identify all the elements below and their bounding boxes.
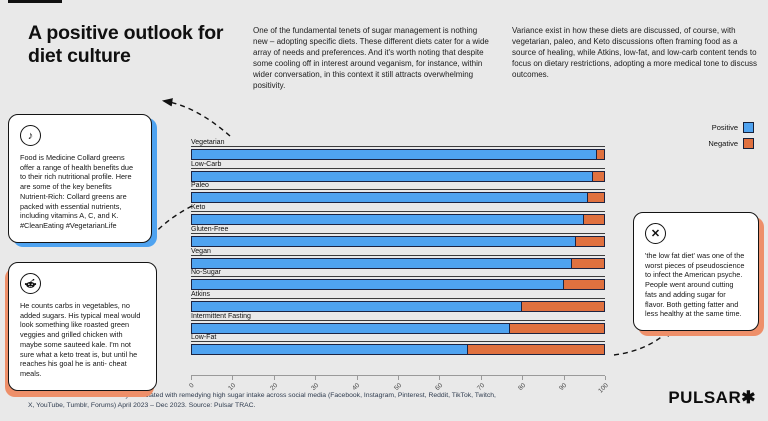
bar-segment-positive — [191, 149, 597, 160]
stacked-bar — [191, 192, 605, 204]
bar-segment-positive — [191, 322, 510, 334]
quote-card-tiktok: ♪ Food is Medicine Collard greens offer … — [8, 114, 152, 243]
legend-swatch-positive — [743, 122, 754, 133]
axis-tick — [315, 376, 317, 380]
axis-tick — [605, 376, 606, 380]
chart-row-gluten-free: Gluten-Free — [191, 225, 605, 247]
bar-segment-positive — [191, 257, 572, 269]
bar-segment-positive — [191, 344, 469, 356]
arrow-lowfat-to-x-card — [613, 326, 673, 356]
stacked-bar — [191, 279, 605, 291]
bar-label: Atkins — [191, 290, 605, 299]
page-title: A positive outlook for diet culture — [28, 22, 224, 67]
bar-segment-negative — [563, 279, 605, 291]
bar-segment-negative — [522, 300, 605, 312]
stacked-bar — [191, 214, 605, 226]
axis-tick-label: 90 — [558, 382, 569, 393]
stacked-bar — [191, 149, 605, 160]
axis-tick — [356, 376, 358, 380]
stacked-bar — [191, 344, 605, 356]
axis-tick — [398, 376, 399, 380]
legend-swatch-negative — [743, 138, 754, 149]
chart-row-atkins: Atkins — [191, 290, 605, 312]
bar-segment-positive — [191, 279, 564, 291]
chart-row-vegan: Vegan — [191, 247, 605, 269]
legend-row-negative: Negative — [676, 138, 754, 149]
bar-label: Vegetarian — [191, 138, 605, 147]
axis-tick-label: 100 — [597, 382, 610, 395]
tiktok-icon: ♪ — [20, 125, 41, 146]
bar-segment-positive — [191, 214, 585, 226]
bar-segment-negative — [509, 322, 605, 334]
bar-label: Gluten-Free — [191, 225, 605, 234]
bar-segment-negative — [588, 192, 605, 204]
bar-segment-positive — [191, 192, 589, 204]
axis-tick — [273, 376, 275, 380]
chart-row-no-sugar: No-Sugar — [191, 268, 605, 291]
quote-text-x: 'the low fat diet' was one of the worst … — [645, 251, 745, 319]
bar-label: Low-Fat — [191, 333, 605, 343]
axis-tick — [522, 376, 524, 380]
footer-caption: Mentions of diets most commonly associat… — [28, 392, 496, 409]
stacked-bar — [191, 235, 605, 247]
bar-label: Intermittent Fasting — [191, 312, 605, 321]
chart-row-keto: Keto — [191, 203, 605, 226]
chart-row-vegetarian: Vegetarian — [191, 138, 605, 160]
pulsar-logo-asterisk-icon: ✱ — [741, 388, 756, 407]
intro-paragraph-1: One of the fundamental tenets of sugar m… — [253, 26, 489, 90]
stacked-bar — [191, 170, 605, 182]
reddit-icon — [20, 273, 41, 294]
legend-label-negative: Negative — [708, 139, 738, 148]
legend-label-positive: Positive — [711, 123, 738, 132]
quote-text-reddit: He counts carbs in vegetables, no added … — [20, 301, 141, 378]
axis-tick-label: 80 — [517, 382, 528, 393]
bar-segment-positive — [191, 235, 577, 247]
bar-label: Vegan — [191, 247, 605, 256]
chart-row-low-carb: Low-Carb — [191, 160, 605, 182]
bar-segment-positive — [191, 300, 523, 312]
stacked-bar — [191, 300, 605, 312]
bar-segment-negative — [592, 170, 605, 182]
pulsar-logo: PULSAR✱ — [668, 388, 756, 407]
axis-tick — [480, 376, 482, 380]
top-accent-line — [8, 0, 62, 3]
stacked-bar-chart: Vegetarian Low-Carb Paleo Keto Gluten-Free Ve… — [191, 138, 605, 360]
bar-segment-negative — [571, 257, 605, 269]
arrow-vegetarian-to-tiktok-card — [161, 98, 231, 137]
chart-legend: Positive Negative — [676, 122, 754, 154]
stacked-bar — [191, 322, 605, 334]
chart-row-low-fat: Low-Fat — [191, 333, 605, 356]
bar-segment-negative — [596, 149, 605, 160]
chart-row-paleo: Paleo — [191, 181, 605, 204]
axis-tick — [563, 376, 565, 380]
bar-label: Low-Carb — [191, 160, 605, 169]
x-icon: ✕ — [645, 223, 666, 244]
bar-segment-positive — [191, 170, 593, 182]
bar-label: Keto — [191, 203, 605, 213]
x-axis: 0 10 20 30 40 50 60 70 80 90 100 — [188, 375, 610, 401]
bar-label: Paleo — [191, 181, 605, 191]
axis-tick — [439, 376, 441, 380]
bar-label: No-Sugar — [191, 268, 605, 278]
legend-row-positive: Positive — [676, 122, 754, 133]
bar-segment-negative — [584, 214, 605, 226]
axis-tick-label: 0 — [188, 382, 196, 390]
stacked-bar — [191, 257, 605, 269]
axis-tick — [232, 376, 234, 380]
intro-paragraph-2: Variance exist in how these diets are di… — [512, 26, 758, 79]
axis-tick — [191, 376, 192, 380]
quote-card-x: ✕ 'the low fat diet' was one of the wors… — [633, 212, 759, 331]
bar-segment-negative — [576, 235, 605, 247]
quote-text-tiktok: Food is Medicine Collard greens offer a … — [20, 153, 134, 230]
chart-row-intermittent-fasting: Intermittent Fasting — [191, 312, 605, 334]
quote-card-reddit: He counts carbs in vegetables, no added … — [8, 262, 157, 391]
bar-segment-negative — [468, 344, 605, 356]
arrow-keto-to-reddit-card — [144, 205, 193, 245]
